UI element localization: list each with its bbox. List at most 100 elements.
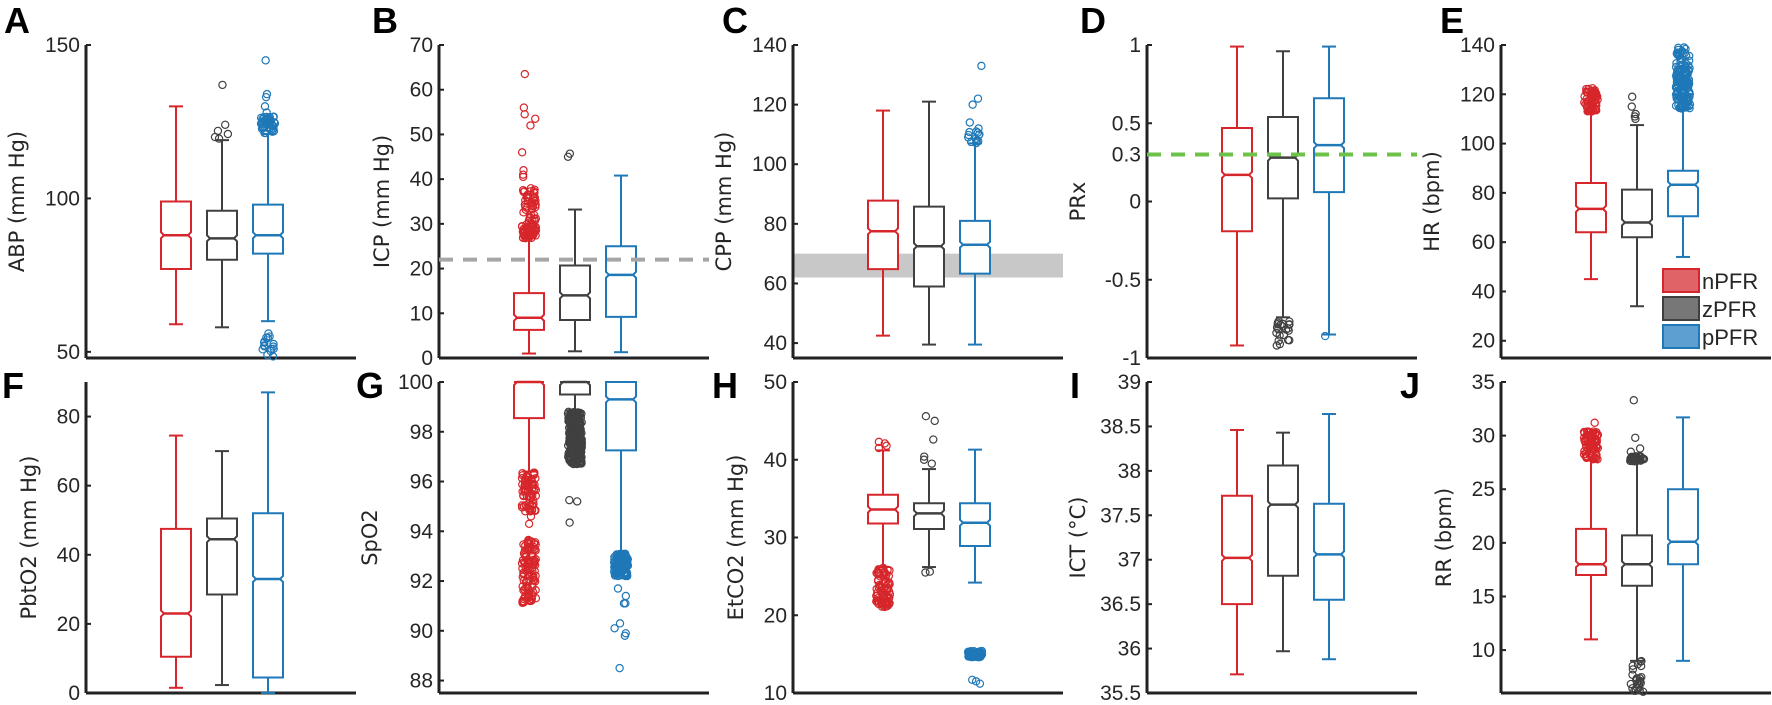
outlier-point [572,497,582,506]
legend-swatch-nPFR [1662,268,1700,293]
y-tick-label: 40 [57,544,80,567]
outlier-point [1631,433,1640,442]
outlier-point [1592,92,1602,101]
panel-letter: C [722,0,748,41]
legend-swatch-pPFR [1662,324,1700,349]
outlier-point [530,210,539,220]
outlier-point [929,435,938,444]
box-zPFR [559,380,591,527]
outlier-point [874,437,884,447]
y-tick-label: 0 [421,347,433,370]
box-pPFR [1313,45,1345,341]
outlier-point [1635,444,1645,453]
outlier-point [973,94,983,103]
outlier-point [610,561,620,570]
box-iqr [1267,464,1299,577]
y-axis-label: PRx [1066,182,1090,222]
outlier-point [524,592,533,602]
box-iqr [160,527,192,658]
outlier-point [260,102,270,111]
box-zPFR [913,412,945,577]
outlier-point [566,408,576,418]
outlier-point [519,570,528,579]
y-tick-label: 0 [1129,191,1141,214]
outlier-point [565,417,575,426]
y-tick-label: 0.3 [1112,144,1141,167]
outlier-point [1583,427,1592,436]
box-iqr [206,517,238,596]
outlier-point [257,124,267,134]
outlier-point [921,412,931,421]
outlier-point [618,554,627,563]
outlier-point [930,416,939,426]
outlier-point [564,453,574,463]
outlier-point [1636,657,1645,666]
outlier-point [223,129,233,139]
y-tick-label: 100 [45,187,80,210]
y-tick-label: 88 [410,670,433,693]
outlier-point [518,471,527,480]
outlier-point [517,148,527,157]
y-tick-label: 20 [410,258,433,281]
outlier-point [256,119,266,128]
outlier-point [1590,418,1599,427]
outlier-point [875,580,884,590]
outlier-point [1320,331,1330,341]
panel-B: B 0 10 20 30 40 50 60 70 ICP (mm Hg) [370,0,709,370]
outlier-point [519,103,529,112]
outlier-point [1632,679,1642,688]
outlier-point [621,599,630,608]
y-axis-label: ABP (mm Hg) [5,131,29,272]
outlier-point [971,677,981,686]
y-tick-label: 10 [410,302,433,325]
outlier-point [621,591,631,601]
box-nPFR [1221,428,1253,676]
outlier-point [530,196,539,206]
outlier-point [575,458,585,467]
box-iqr [867,199,899,271]
box-iqr [559,381,591,396]
y-tick-label: 90 [410,620,433,643]
y-tick-label: 40 [764,449,787,472]
outlier-point [1677,104,1686,113]
y-tick-label: 20 [57,613,80,636]
y-tick-label: 50 [764,371,787,394]
box-nPFR [513,380,545,608]
box-iqr [605,245,637,318]
outlier-point [1676,61,1686,71]
outlier-point [517,503,527,512]
y-tick-label: 30 [764,527,787,550]
outlier-point [968,100,977,109]
y-axis-label: EtCO2 (mm Hg) [724,455,748,621]
outlier-point [570,408,579,417]
y-tick-label: 36.5 [1100,593,1141,616]
box-nPFR [160,105,192,326]
box-pPFR [605,381,637,673]
y-axis-label: PbtO2 (mm Hg) [17,456,41,620]
outlier-point [520,110,529,119]
panel-H: H 10 20 30 40 50 EtCO2 (mm Hg) [712,365,1063,705]
box-nPFR [867,109,899,337]
outlier-point [1676,57,1685,67]
y-tick-label: 39 [1118,371,1141,394]
outlier-point [613,584,623,593]
box-nPFR [1575,418,1607,641]
box-nPFR [513,69,545,355]
box-pPFR [1667,43,1699,258]
y-tick-label: 100 [398,371,433,394]
box-zPFR [1267,431,1299,653]
outlier-point [874,593,883,602]
y-tick-label: -0.5 [1105,269,1141,292]
outlier-point [977,61,986,71]
outlier-point [1628,661,1637,670]
outlier-point [214,134,224,143]
outlier-point [1671,62,1681,72]
outlier-point [524,519,534,529]
panel-letter: D [1080,0,1106,41]
y-tick-label: 20 [1472,532,1495,555]
outlier-point [972,137,981,146]
y-tick-label: 10 [764,682,787,705]
panel-C: C 40 60 80 100 120 140 CPP (mm Hg) [712,0,1063,360]
box-iqr [1221,494,1253,606]
y-tick-label: 35 [1472,371,1495,394]
